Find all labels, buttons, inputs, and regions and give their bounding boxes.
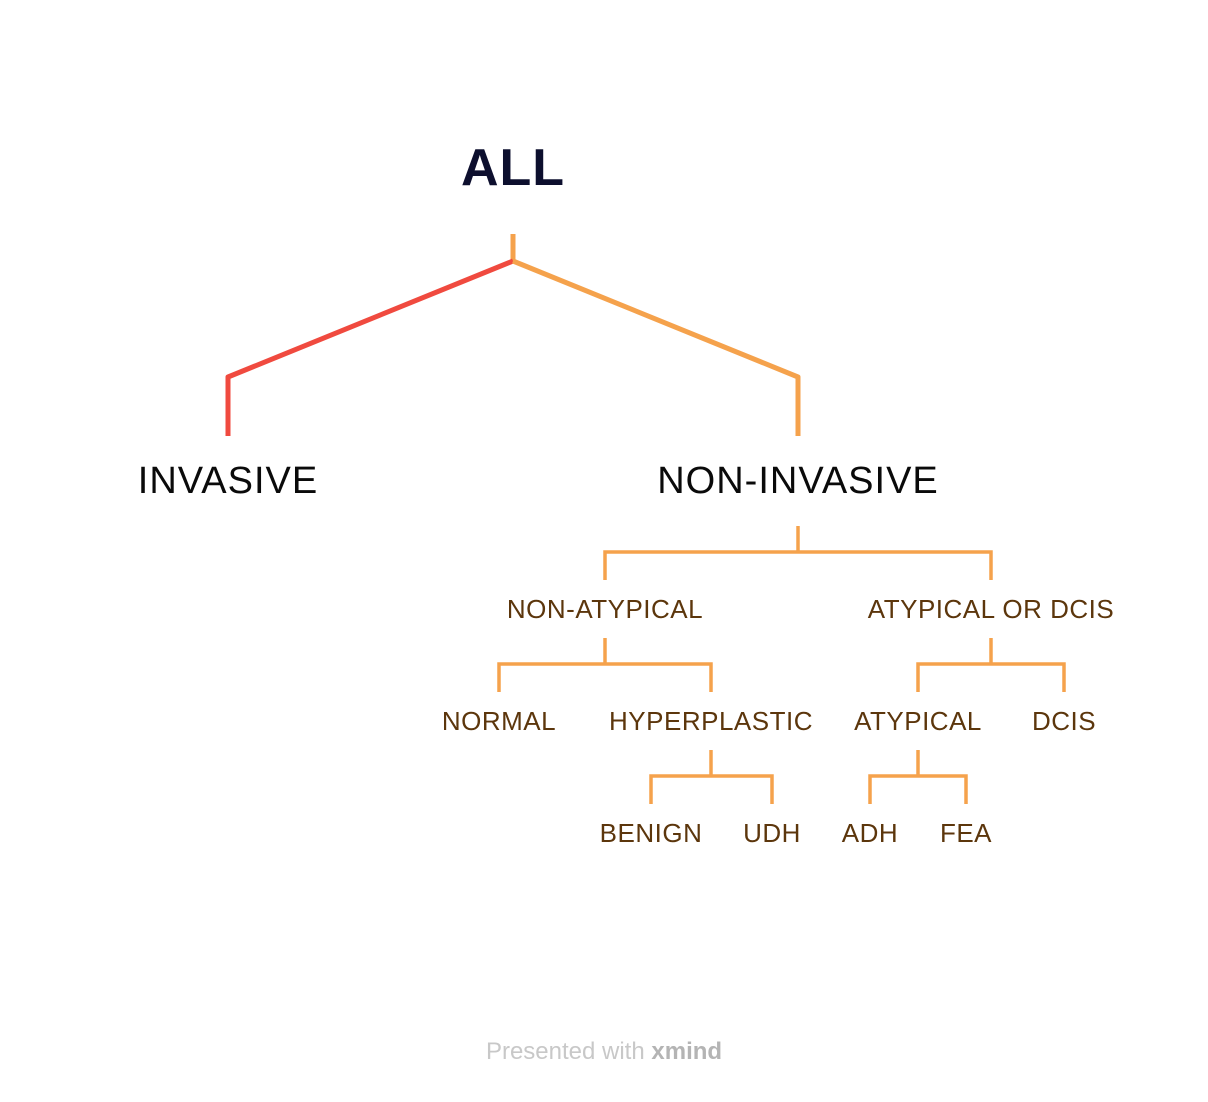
connector-non-atypical-bracket bbox=[497, 662, 713, 692]
presented-with-footer: Presented with xmind bbox=[486, 1040, 722, 1064]
node-invasive[interactable]: INVASIVE bbox=[137, 460, 319, 502]
connector-root-non-invasive bbox=[512, 258, 801, 436]
xmind-brand-logo[interactable]: xmind bbox=[651, 1038, 723, 1065]
node-dcis[interactable]: DCIS bbox=[1031, 706, 1097, 736]
connector-root-invasive bbox=[225, 258, 514, 436]
node-atypical[interactable]: ATYPICAL bbox=[854, 706, 982, 736]
node-non-invasive[interactable]: NON-INVASIVE bbox=[657, 460, 939, 502]
node-fea[interactable]: FEA bbox=[939, 818, 993, 848]
node-normal[interactable]: NORMAL bbox=[441, 706, 557, 736]
node-hyperplastic[interactable]: HYPERPLASTIC bbox=[609, 706, 813, 736]
node-non-atypical[interactable]: NON-ATYPICAL bbox=[506, 594, 704, 624]
node-benign[interactable]: BENIGN bbox=[599, 818, 703, 848]
footer-prefix: Presented with bbox=[485, 1038, 645, 1065]
connector-atypical-or-dcis-bracket bbox=[916, 662, 1066, 692]
connector-non-invasive-bracket bbox=[603, 550, 993, 580]
node-adh[interactable]: ADH bbox=[841, 818, 899, 848]
root-node-all[interactable]: ALL bbox=[460, 139, 566, 197]
node-udh[interactable]: UDH bbox=[743, 818, 801, 848]
connector-atypical-bracket bbox=[868, 774, 968, 804]
connector-hyperplastic-bracket bbox=[649, 774, 774, 804]
node-atypical-or-dcis[interactable]: ATYPICAL OR DCIS bbox=[867, 594, 1115, 624]
